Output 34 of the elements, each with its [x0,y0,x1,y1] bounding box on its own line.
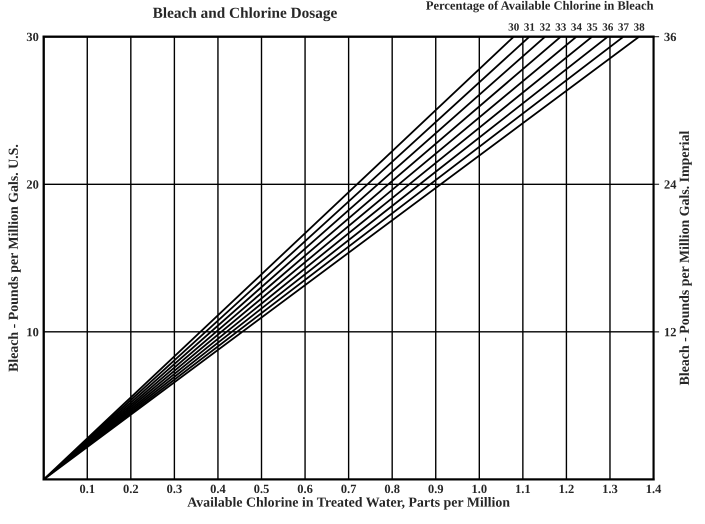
y-axis-title: Bleach - Pounds per Million Gals. U.S. [8,144,21,372]
series-label: 35 [586,23,598,31]
y2-tick-label: 36 [664,32,676,42]
x-tick-label: 0.7 [341,484,356,494]
y2-axis-title: Bleach - Pounds per Million Gals. Imperial [679,130,692,386]
x-tick-label: 0.1 [80,484,94,494]
text: Percentage of Available Chlorine in Bleach [426,0,654,12]
chart-title: Bleach and Chlorine Dosage [152,7,337,22]
x-tick-label: 1.2 [560,484,574,494]
series-label: 38 [634,23,644,31]
x-tick-label: 1.4 [646,484,662,494]
series-label: 37 [618,23,629,31]
y-tick-label: 10 [27,328,38,336]
x-tick-label: 0.5 [254,484,269,494]
x-tick-label: 0.9 [428,484,444,494]
series-label: 31 [524,23,534,31]
y-tick-label: 30 [26,32,38,42]
series-label: 33 [556,23,566,31]
x-tick-label: 0.3 [167,484,182,494]
series-label: 30 [508,23,519,31]
x-tick-label: 0.6 [298,484,313,494]
x-tick-label: 0.2 [123,484,138,494]
x-tick-label: 0.8 [384,484,400,494]
y2-tick-label: 24 [664,180,676,189]
x-tick-label: 1.1 [516,484,530,494]
y2-tick-label: 12 [664,328,676,336]
series-label: 36 [602,23,614,31]
series-label: 34 [571,23,582,31]
x-axis-title: Available Chlorine in Treated Water, Parts per Million [187,497,510,510]
x-tick-label: 1.0 [472,484,487,494]
x-tick-label: 1.3 [603,484,618,494]
x-tick-label: 0.4 [210,484,226,494]
y-tick-label: 20 [26,180,38,189]
series-label: 32 [540,23,550,31]
